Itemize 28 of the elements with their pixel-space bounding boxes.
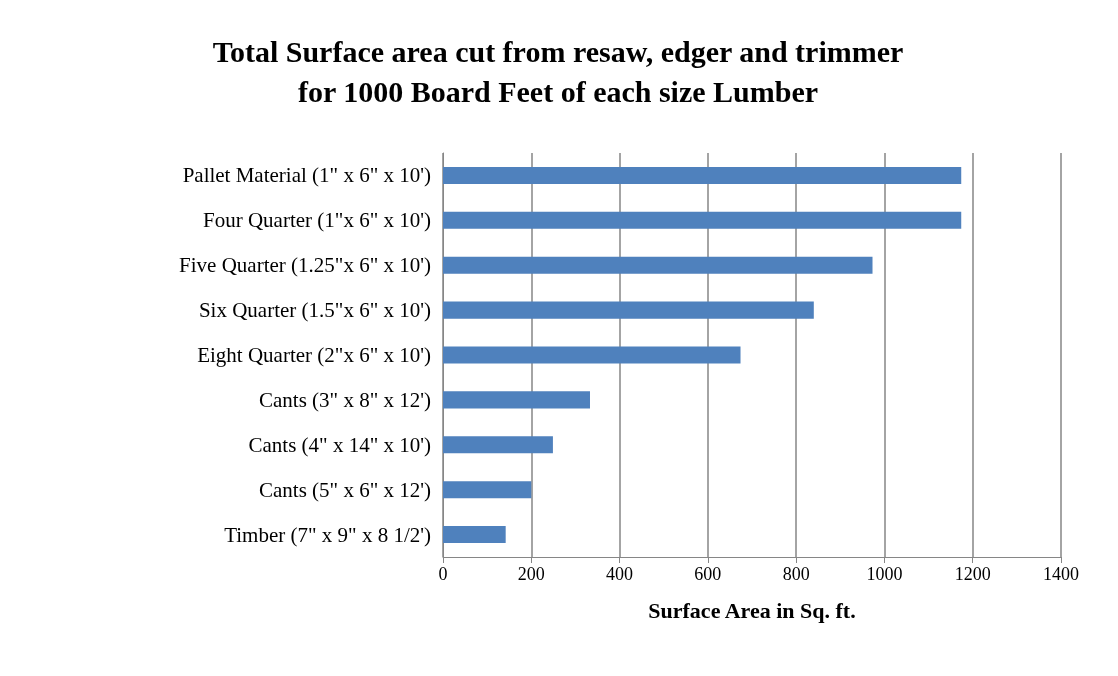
bar xyxy=(443,301,814,319)
y-tick-label: Cants (3" x 8" x 12') xyxy=(259,387,432,412)
y-tick-label: Eight Quarter (2"x 6" x 10') xyxy=(197,343,431,367)
bar xyxy=(443,526,506,544)
y-tick-label: Six Quarter (1.5"x 6" x 10') xyxy=(198,298,431,323)
x-axis-title: Surface Area in Sq. ft. xyxy=(648,597,856,623)
y-tick-label: Cants (4" x 14" x 10') xyxy=(248,432,432,457)
y-tick-label: Five Quarter (1.25"x 6" x 10') xyxy=(179,253,431,278)
bar xyxy=(443,436,553,454)
bar xyxy=(443,346,741,364)
x-tick-label: 800 xyxy=(782,564,810,584)
bar xyxy=(443,211,962,229)
x-tick-label: 0 xyxy=(438,564,448,584)
x-tick-label: 600 xyxy=(694,564,722,584)
bar xyxy=(443,391,590,409)
x-tick-label: 1200 xyxy=(954,564,991,584)
chart-title: Total Surface area cut from resaw, edger and trimmer for 1000 Board Feet of each size Lumber xyxy=(212,34,904,108)
x-tick-label: 1400 xyxy=(1043,564,1079,584)
bar xyxy=(443,481,532,499)
x-tick-label: 400 xyxy=(606,564,634,584)
x-tick-label: 200 xyxy=(517,564,545,584)
y-tick-label: Timber (7" x 9" x 8 1/2') xyxy=(224,522,431,547)
bar xyxy=(443,166,962,184)
bar xyxy=(443,256,873,274)
y-tick-label: Four Quarter (1"x 6" x 10') xyxy=(203,208,431,233)
y-tick-label: Cants (5" x 6" x 12') xyxy=(259,477,432,502)
x-tick-label: 1000 xyxy=(866,564,903,584)
y-tick-label: Pallet Material (1" x 6" x 10') xyxy=(182,163,431,188)
